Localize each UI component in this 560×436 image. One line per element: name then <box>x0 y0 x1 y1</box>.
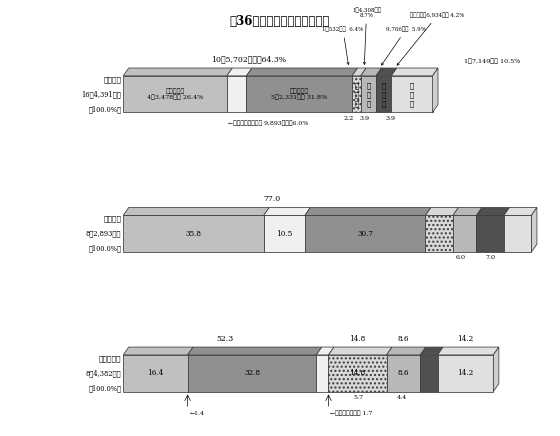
Text: 1兆532億円  6.4%: 1兆532億円 6.4% <box>323 27 363 65</box>
Text: 9,766億円  5.9%: 9,766億円 5.9% <box>381 27 426 65</box>
Text: （100.0%）: （100.0%） <box>88 384 121 392</box>
Bar <box>453 215 477 252</box>
Polygon shape <box>123 68 232 76</box>
Text: 都道府県: 都道府県 <box>103 215 121 223</box>
Polygon shape <box>531 208 537 252</box>
Text: 10.5: 10.5 <box>276 230 292 238</box>
Text: 52.3: 52.3 <box>217 335 234 343</box>
Bar <box>123 76 227 112</box>
Text: 貸
付
金: 貸 付 金 <box>381 81 386 107</box>
Text: （100.0%）: （100.0%） <box>88 245 121 252</box>
Text: 8.6: 8.6 <box>398 369 409 377</box>
Bar <box>305 215 426 252</box>
Bar <box>426 215 453 252</box>
Text: そ
の
他: そ の 他 <box>410 81 414 107</box>
Text: 市　町　村: 市 町 村 <box>99 354 121 362</box>
Text: 4.4: 4.4 <box>397 395 407 400</box>
Polygon shape <box>123 208 269 215</box>
Text: ←県営事業負担金 1.7: ←県営事業負担金 1.7 <box>330 411 373 416</box>
Bar <box>376 76 391 112</box>
Text: 16兆4,391億円: 16兆4,391億円 <box>82 90 121 98</box>
Bar <box>352 76 361 112</box>
Bar <box>264 215 305 252</box>
Bar <box>504 215 531 252</box>
Bar <box>316 355 329 392</box>
Polygon shape <box>421 347 443 355</box>
Text: 3.9: 3.9 <box>359 116 369 121</box>
Polygon shape <box>264 208 310 215</box>
Bar <box>421 355 437 392</box>
Text: 8.6: 8.6 <box>398 335 409 343</box>
Polygon shape <box>316 347 334 355</box>
Polygon shape <box>361 68 381 76</box>
Bar <box>123 355 188 392</box>
Text: 3.9: 3.9 <box>386 116 396 121</box>
Polygon shape <box>493 347 499 392</box>
Text: 14.8: 14.8 <box>349 335 366 343</box>
Text: 1兆4,308億円
8.7%: 1兆4,308億円 8.7% <box>352 7 381 65</box>
Bar <box>477 215 504 252</box>
Text: 人
件
費: 人 件 費 <box>366 81 371 107</box>
Polygon shape <box>432 68 438 112</box>
Text: 純　　計: 純 計 <box>103 75 121 83</box>
Text: （100.0%）: （100.0%） <box>88 105 121 113</box>
Bar <box>361 76 376 112</box>
Bar <box>188 355 316 392</box>
Text: ←国直轄事業負担金 9,893億円　6.0%: ←国直轄事業負担金 9,893億円 6.0% <box>228 120 309 126</box>
Text: 6.0: 6.0 <box>456 255 466 260</box>
Polygon shape <box>376 68 397 76</box>
Text: 35.8: 35.8 <box>185 230 202 238</box>
Text: 繰
出
金: 繰 出 金 <box>354 81 358 107</box>
Bar <box>227 76 246 112</box>
Text: 16.4: 16.4 <box>147 369 164 377</box>
Polygon shape <box>504 208 537 215</box>
Bar <box>329 355 386 392</box>
Bar <box>123 215 264 252</box>
Bar <box>386 355 421 392</box>
Polygon shape <box>329 347 392 355</box>
Text: 第36図　土木費の性質別内訳: 第36図 土木費の性質別内訳 <box>230 15 330 28</box>
Text: 補助事業費
4兆3,478億円 26.4%: 補助事業費 4兆3,478億円 26.4% <box>147 88 203 100</box>
Polygon shape <box>227 68 252 76</box>
Text: 14.2: 14.2 <box>458 335 474 343</box>
Polygon shape <box>477 208 510 215</box>
Polygon shape <box>426 208 459 215</box>
Text: 77.0: 77.0 <box>264 195 281 203</box>
Text: 30.7: 30.7 <box>357 230 373 238</box>
Polygon shape <box>352 68 366 76</box>
Text: 維持補修費6,934億円 4.2%: 維持補修費6,934億円 4.2% <box>397 13 464 65</box>
Bar <box>391 76 432 112</box>
Text: 単独事業費
5兆2,331億円 31.8%: 単独事業費 5兆2,331億円 31.8% <box>271 88 327 100</box>
Polygon shape <box>391 68 438 76</box>
Text: 5.7: 5.7 <box>354 395 363 400</box>
Text: 8兆2,893億円: 8兆2,893億円 <box>86 230 121 238</box>
Polygon shape <box>437 347 499 355</box>
Polygon shape <box>188 347 322 355</box>
Text: 14.2: 14.2 <box>458 369 474 377</box>
Text: 10兆5,702億円　64.3%: 10兆5,702億円 64.3% <box>211 56 286 64</box>
Polygon shape <box>305 208 431 215</box>
Text: 2.2: 2.2 <box>344 116 354 121</box>
Polygon shape <box>386 347 426 355</box>
Bar <box>246 76 352 112</box>
Text: 7.0: 7.0 <box>485 255 495 260</box>
Text: 1兆7,149億円 10.5%: 1兆7,149億円 10.5% <box>464 58 520 64</box>
Text: 32.8: 32.8 <box>244 369 260 377</box>
Text: 8兆4,382億円: 8兆4,382億円 <box>86 369 121 377</box>
Text: ←1.4: ←1.4 <box>189 411 204 416</box>
Bar <box>437 355 493 392</box>
Polygon shape <box>453 208 482 215</box>
Text: 14.8: 14.8 <box>349 369 366 377</box>
Polygon shape <box>123 347 193 355</box>
Polygon shape <box>246 68 357 76</box>
